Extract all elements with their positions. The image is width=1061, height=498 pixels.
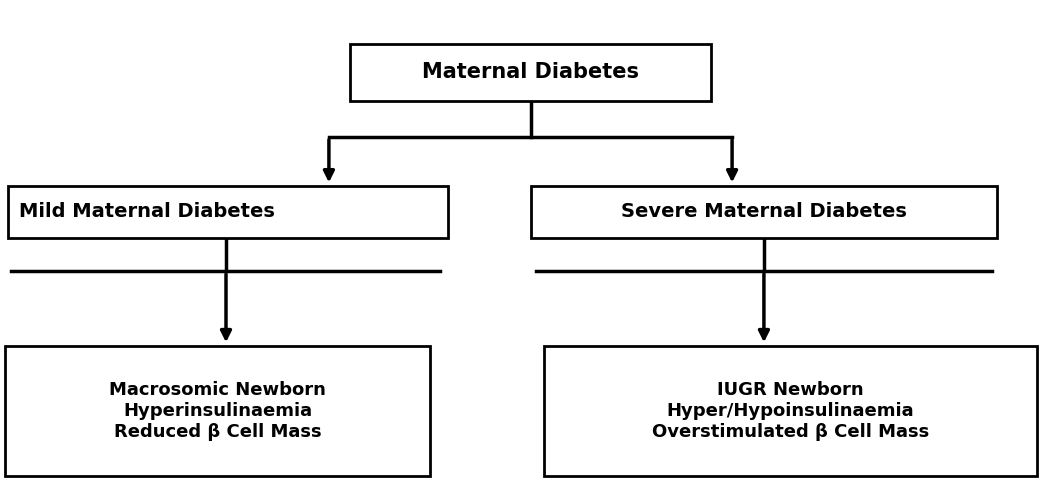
Text: IUGR Newborn
Hyper/Hypoinsulinaemia
Overstimulated β Cell Mass: IUGR Newborn Hyper/Hypoinsulinaemia Over… [651,381,929,441]
Text: Mild Maternal Diabetes: Mild Maternal Diabetes [19,202,275,221]
FancyBboxPatch shape [8,186,448,238]
FancyBboxPatch shape [350,43,711,101]
Text: Severe Maternal Diabetes: Severe Maternal Diabetes [621,202,907,221]
FancyBboxPatch shape [5,346,430,476]
Text: Maternal Diabetes: Maternal Diabetes [422,62,639,82]
Text: Macrosomic Newborn
Hyperinsulinaemia
Reduced β Cell Mass: Macrosomic Newborn Hyperinsulinaemia Red… [109,381,326,441]
FancyBboxPatch shape [530,186,997,238]
FancyBboxPatch shape [543,346,1038,476]
